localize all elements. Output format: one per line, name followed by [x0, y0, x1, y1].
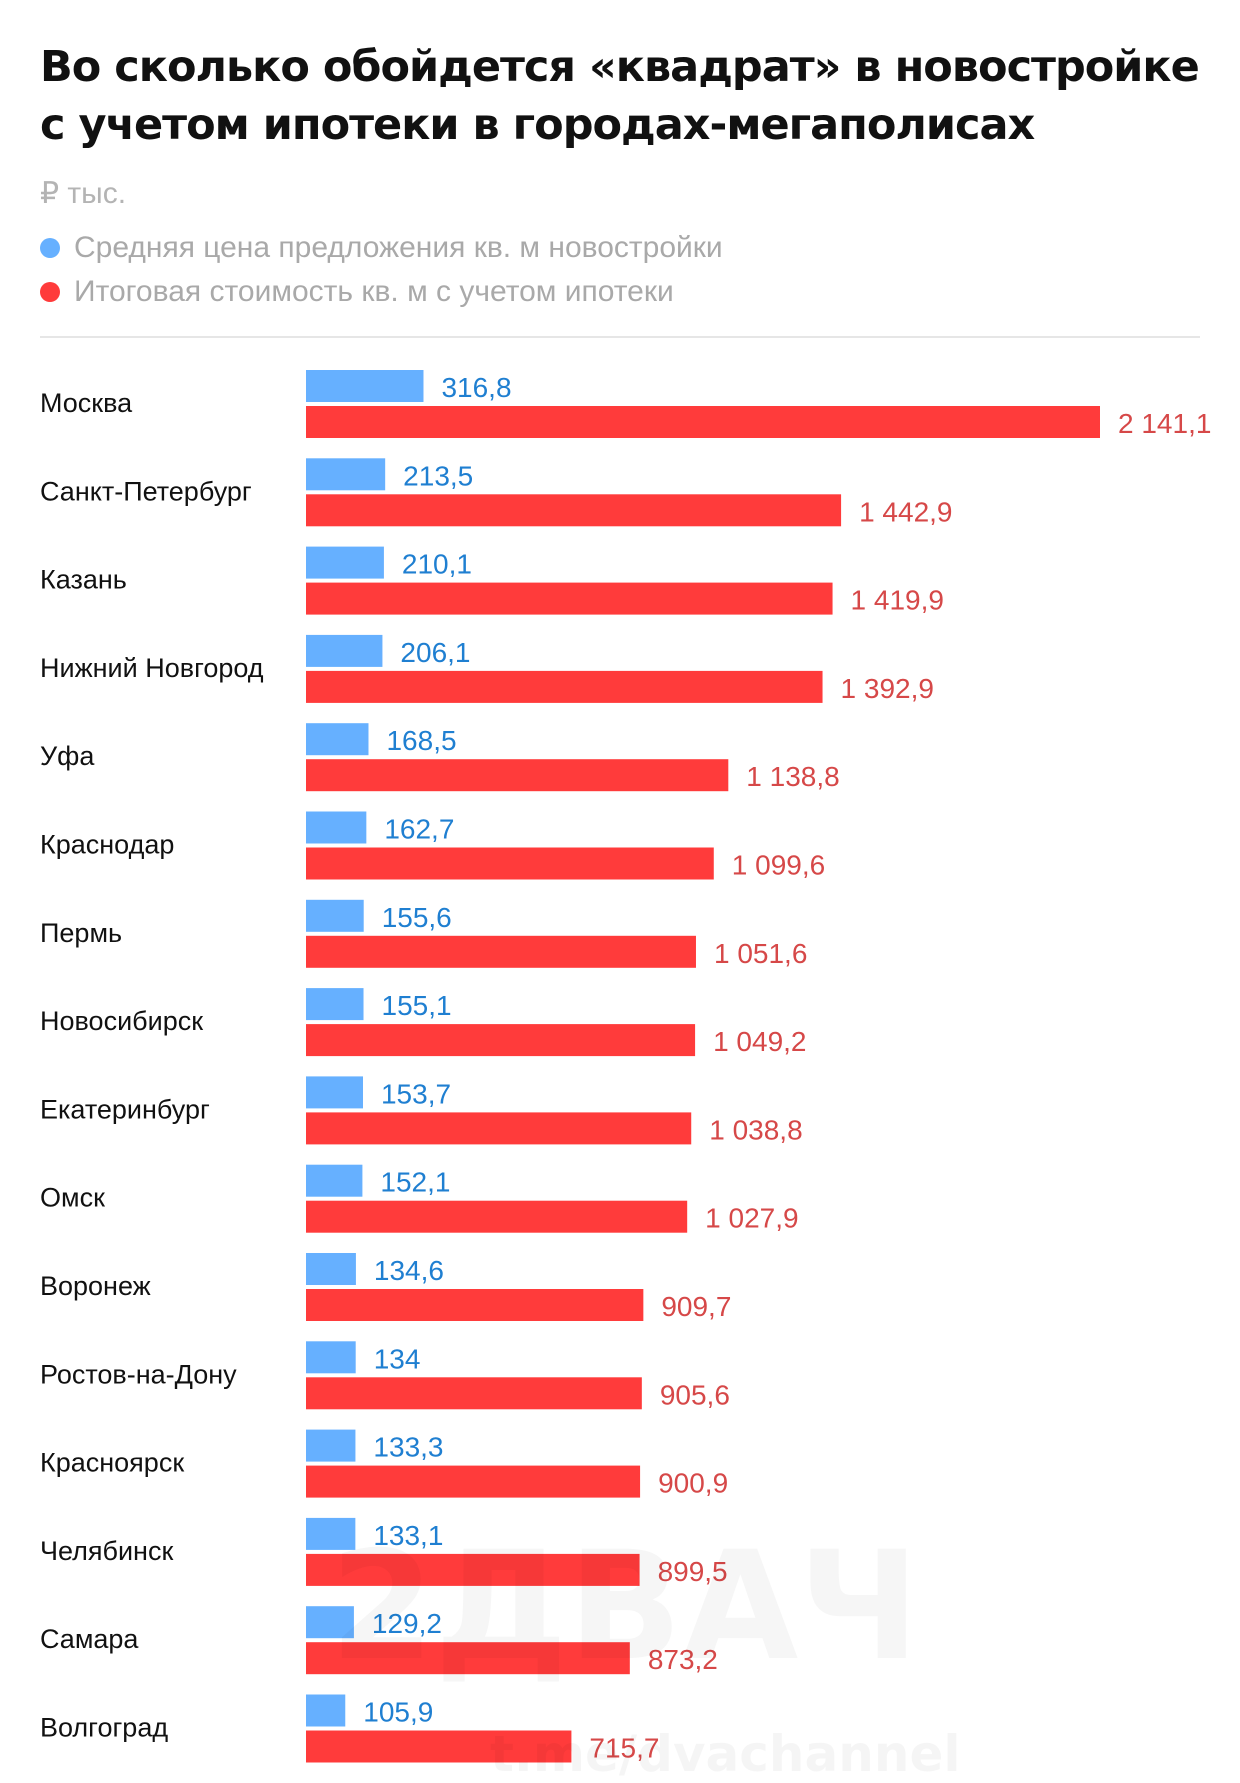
value-label-total-cost: 715,7 — [589, 1733, 659, 1764]
bar-avg-price — [306, 899, 364, 932]
value-label-total-cost: 2 141,1 — [1118, 408, 1211, 439]
category-label: Волгоград — [40, 1713, 168, 1743]
bar-total-cost — [306, 1377, 642, 1410]
legend: Средняя цена предложения кв. м новострой… — [40, 226, 723, 314]
value-label-avg-price: 133,1 — [373, 1520, 443, 1551]
bar-total-cost — [306, 1465, 641, 1498]
bar-avg-price — [306, 634, 383, 667]
bar-total-cost — [306, 406, 1100, 438]
bar-total-cost — [306, 759, 729, 792]
bar-avg-price — [306, 988, 364, 1021]
bar-avg-price — [306, 1341, 356, 1374]
bar-avg-price — [306, 1076, 363, 1109]
value-label-total-cost: 899,5 — [658, 1556, 728, 1587]
value-label-avg-price: 210,1 — [402, 549, 472, 580]
bar-total-cost — [306, 1200, 688, 1233]
bar-total-cost — [306, 1289, 644, 1321]
legend-item-total-cost: Итоговая стоимость кв. м с учетом ипотек… — [40, 270, 723, 314]
category-label: Краснодар — [40, 830, 174, 860]
value-label-avg-price: 133,3 — [373, 1432, 443, 1463]
bar-avg-price — [306, 1429, 356, 1462]
category-label: Самара — [40, 1624, 139, 1654]
category-label: Казань — [40, 565, 127, 595]
value-label-avg-price: 155,1 — [382, 990, 452, 1021]
bar-avg-price — [306, 1164, 363, 1197]
value-label-total-cost: 1 419,9 — [851, 585, 944, 616]
value-label-avg-price: 152,1 — [380, 1167, 450, 1198]
bar-avg-price — [306, 458, 386, 491]
legend-dot-blue — [40, 238, 60, 258]
category-label: Екатеринбург — [40, 1094, 210, 1124]
bar-total-cost — [306, 494, 842, 527]
value-label-avg-price: 134,6 — [374, 1255, 444, 1286]
legend-label: Итоговая стоимость кв. м с учетом ипотек… — [74, 275, 674, 308]
value-label-total-cost: 1 027,9 — [705, 1203, 798, 1234]
category-label: Пермь — [40, 918, 122, 948]
value-label-total-cost: 1 442,9 — [859, 496, 952, 527]
bar-total-cost — [306, 1024, 696, 1057]
unit-label: ₽ тыс. — [40, 177, 127, 210]
value-label-total-cost: 873,2 — [648, 1644, 718, 1675]
chart-title: Во сколько обойдется «квадрат» в новостр… — [40, 42, 1200, 150]
bar-avg-price — [306, 811, 367, 844]
value-label-total-cost: 1 099,6 — [732, 850, 825, 881]
value-label-avg-price: 316,8 — [441, 372, 511, 403]
value-label-avg-price: 129,2 — [372, 1608, 442, 1639]
value-label-total-cost: 1 049,2 — [713, 1026, 806, 1057]
category-label: Ростов-на-Дону — [40, 1359, 237, 1389]
category-label: Новосибирск — [40, 1006, 203, 1036]
value-label-avg-price: 206,1 — [400, 637, 470, 668]
value-label-avg-price: 105,9 — [363, 1697, 433, 1728]
value-label-avg-price: 162,7 — [384, 814, 454, 845]
bar-total-cost — [306, 847, 714, 880]
value-label-avg-price: 155,6 — [382, 902, 452, 933]
value-label-total-cost: 1 051,6 — [714, 938, 807, 969]
bar-total-cost — [306, 1112, 692, 1145]
bar-total-cost — [306, 1553, 640, 1586]
bar-total-cost — [306, 935, 696, 968]
category-label: Санкт-Петербург — [40, 476, 252, 506]
bar-avg-price — [306, 1253, 356, 1285]
bar-avg-price — [306, 1517, 356, 1550]
bar-avg-price — [306, 370, 424, 402]
divider — [40, 336, 1200, 338]
value-label-avg-price: 134 — [374, 1343, 421, 1374]
value-label-total-cost: 1 038,8 — [709, 1114, 802, 1145]
bar-avg-price — [306, 1694, 346, 1727]
bar-total-cost — [306, 670, 823, 703]
legend-item-avg-price: Средняя цена предложения кв. м новострой… — [40, 226, 723, 270]
bar-total-cost — [306, 582, 833, 615]
value-label-avg-price: 153,7 — [381, 1078, 451, 1109]
legend-dot-red — [40, 282, 60, 302]
category-label: Воронеж — [40, 1271, 151, 1301]
category-label: Москва — [40, 388, 133, 418]
bar-avg-price — [306, 723, 369, 756]
value-label-total-cost: 909,7 — [661, 1291, 731, 1322]
category-label: Челябинск — [40, 1536, 173, 1566]
value-label-total-cost: 905,6 — [660, 1379, 730, 1410]
category-label: Красноярск — [40, 1448, 184, 1478]
value-label-total-cost: 1 392,9 — [841, 673, 934, 704]
value-label-total-cost: 900,9 — [658, 1468, 728, 1499]
bar-avg-price — [306, 1606, 354, 1639]
legend-label: Средняя цена предложения кв. м новострой… — [74, 231, 723, 264]
bar-total-cost — [306, 1730, 572, 1763]
category-label: Уфа — [40, 741, 95, 771]
bar-total-cost — [306, 1642, 630, 1675]
category-label: Омск — [40, 1183, 105, 1213]
value-label-avg-price: 168,5 — [386, 725, 456, 756]
bar-avg-price — [306, 546, 384, 579]
value-label-total-cost: 1 138,8 — [746, 761, 839, 792]
value-label-avg-price: 213,5 — [403, 460, 473, 491]
category-label: Нижний Новгород — [40, 653, 264, 683]
